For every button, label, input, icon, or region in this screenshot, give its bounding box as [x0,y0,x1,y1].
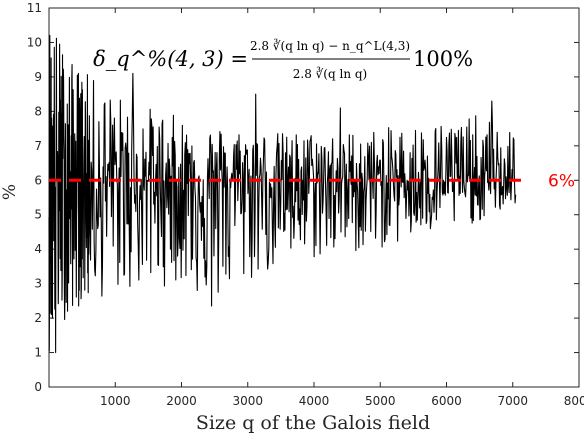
y-tick-label: 4 [34,242,42,256]
x-axis-label: Size q of the Galois field [196,412,430,434]
x-tick-label: 7000 [497,394,528,408]
y-tick-label: 0 [34,380,42,394]
x-tick-label: 2000 [166,394,197,408]
y-tick-label: 9 [34,70,42,84]
formula-denominator: 2.8 ∛(q ln q) [293,66,367,81]
formula-suffix: 100% [413,47,473,71]
y-tick-label: 7 [34,139,42,153]
y-tick-label: 10 [27,35,42,49]
reference-line-layer: 6% [49,171,575,191]
y-tick-label: 6 [34,173,42,187]
y-tick-label: 2 [34,311,42,325]
x-tick-label: 6000 [431,394,462,408]
formula: δ_q^%(4, 3) = 2.8 ∛(q ln q) − n_q^L(4,3)… [93,38,473,81]
y-tick-label: 1 [34,346,42,360]
x-axis: 1000 2000 3000 4000 5000 6000 7000 8000 [100,8,584,408]
x-tick-label: 5000 [365,394,396,408]
y-tick-label: 5 [34,208,42,222]
y-tick-label: 11 [27,1,42,15]
y-tick-label: 3 [34,277,42,291]
reference-line-label: 6% [548,171,575,191]
series-line-0 [48,34,517,354]
x-tick-label: 4000 [299,394,330,408]
y-axis-label: % [0,184,20,200]
x-tick-label: 1000 [100,394,131,408]
series-layer [48,34,517,354]
x-tick-label: 3000 [232,394,263,408]
formula-lhs: δ_q^%(4, 3) = [93,47,248,71]
y-tick-label: 8 [34,104,42,118]
formula-numerator: 2.8 ∛(q ln q) − n_q^L(4,3) [250,38,410,53]
x-tick-label: 8000 [564,394,584,408]
